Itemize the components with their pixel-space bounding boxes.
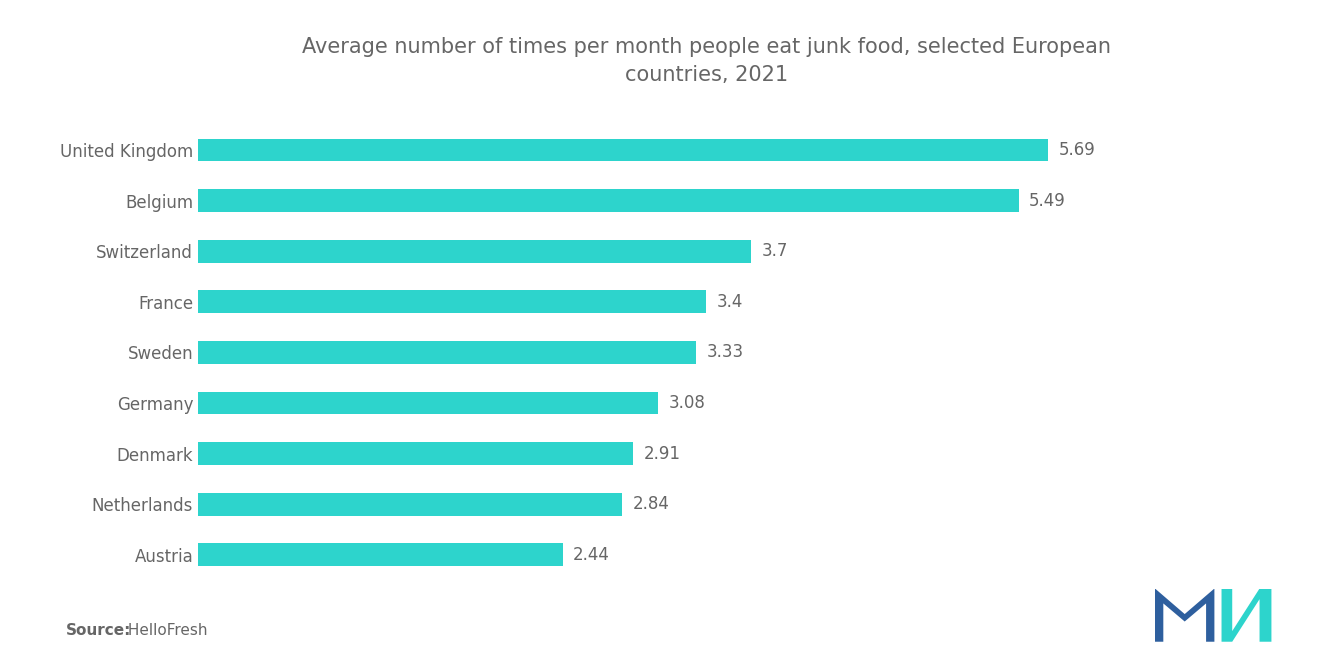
Text: 2.44: 2.44 — [573, 546, 610, 564]
Text: 3.7: 3.7 — [762, 242, 788, 260]
Bar — [198, 442, 634, 465]
Text: 3.08: 3.08 — [669, 394, 706, 412]
Bar — [198, 543, 562, 566]
Bar — [198, 291, 706, 313]
Text: 5.69: 5.69 — [1059, 141, 1096, 159]
Bar — [198, 190, 1019, 212]
Polygon shape — [1155, 589, 1214, 642]
Bar — [198, 392, 659, 414]
Bar — [198, 139, 1048, 162]
Bar — [198, 493, 623, 515]
Bar — [198, 240, 751, 263]
Text: Source:: Source: — [66, 623, 132, 638]
Text: 2.91: 2.91 — [643, 445, 680, 463]
Bar — [198, 341, 696, 364]
Text: 5.49: 5.49 — [1030, 192, 1065, 209]
Text: 3.4: 3.4 — [717, 293, 743, 311]
Text: HelloFresh: HelloFresh — [123, 623, 207, 638]
Title: Average number of times per month people eat junk food, selected European
countr: Average number of times per month people… — [302, 37, 1110, 85]
Text: 2.84: 2.84 — [634, 495, 669, 513]
Polygon shape — [1221, 589, 1271, 642]
Text: 3.33: 3.33 — [706, 343, 743, 362]
